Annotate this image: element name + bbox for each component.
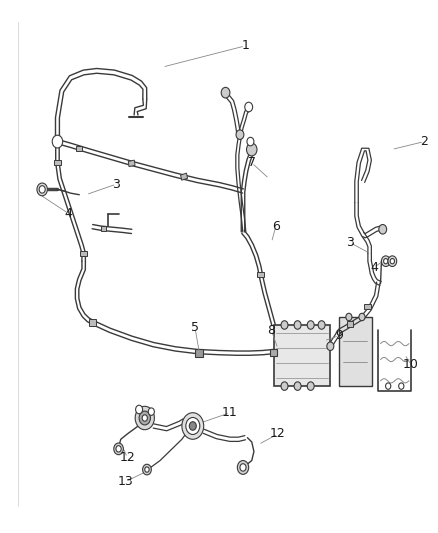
- Circle shape: [245, 102, 253, 112]
- Bar: [76, 146, 82, 151]
- Circle shape: [136, 405, 143, 414]
- Text: 13: 13: [117, 475, 133, 488]
- Circle shape: [114, 443, 124, 455]
- Circle shape: [359, 313, 365, 321]
- Circle shape: [145, 467, 149, 472]
- Bar: [54, 160, 61, 165]
- Text: 6: 6: [272, 220, 280, 233]
- Bar: [89, 319, 95, 326]
- Circle shape: [240, 464, 246, 471]
- Bar: [270, 349, 277, 357]
- Bar: [364, 304, 371, 309]
- Circle shape: [281, 321, 288, 329]
- Circle shape: [327, 342, 334, 351]
- Circle shape: [182, 413, 204, 439]
- Text: 4: 4: [64, 207, 72, 220]
- Text: 10: 10: [403, 358, 419, 372]
- Text: 8: 8: [267, 324, 276, 337]
- Circle shape: [318, 321, 325, 329]
- Circle shape: [189, 422, 196, 430]
- Circle shape: [384, 259, 388, 264]
- Circle shape: [186, 417, 200, 434]
- Text: 4: 4: [370, 261, 378, 274]
- Circle shape: [385, 383, 391, 389]
- Text: 2: 2: [420, 135, 428, 148]
- Circle shape: [379, 224, 387, 234]
- Circle shape: [346, 313, 352, 321]
- Circle shape: [148, 408, 154, 415]
- Text: 12: 12: [120, 451, 135, 464]
- Text: 9: 9: [335, 329, 343, 342]
- Circle shape: [116, 446, 121, 452]
- Circle shape: [135, 406, 154, 430]
- Text: 7: 7: [248, 156, 256, 169]
- Bar: [101, 226, 106, 231]
- Circle shape: [307, 382, 314, 390]
- Bar: [339, 317, 372, 386]
- Bar: [81, 251, 87, 256]
- Circle shape: [39, 185, 45, 193]
- Bar: [258, 272, 264, 277]
- Circle shape: [247, 138, 254, 146]
- Bar: [347, 321, 353, 327]
- Circle shape: [236, 130, 244, 140]
- Text: 11: 11: [222, 406, 238, 419]
- Circle shape: [37, 183, 47, 196]
- Text: 1: 1: [241, 39, 249, 52]
- Circle shape: [388, 256, 397, 266]
- Bar: [274, 325, 330, 386]
- Text: 12: 12: [270, 427, 286, 440]
- Circle shape: [281, 382, 288, 390]
- Text: 3: 3: [346, 236, 354, 249]
- Circle shape: [294, 321, 301, 329]
- Circle shape: [52, 135, 63, 148]
- Circle shape: [307, 321, 314, 329]
- Text: 5: 5: [191, 321, 199, 334]
- Text: 3: 3: [113, 177, 120, 191]
- Circle shape: [221, 87, 230, 98]
- Bar: [180, 173, 187, 180]
- Circle shape: [399, 383, 404, 389]
- Circle shape: [143, 464, 151, 475]
- Bar: [128, 160, 135, 167]
- Circle shape: [294, 382, 301, 390]
- Circle shape: [381, 256, 390, 266]
- Circle shape: [247, 143, 257, 156]
- Circle shape: [142, 415, 148, 421]
- Circle shape: [390, 259, 395, 264]
- Circle shape: [237, 461, 249, 474]
- Bar: [195, 350, 203, 357]
- Circle shape: [139, 411, 150, 425]
